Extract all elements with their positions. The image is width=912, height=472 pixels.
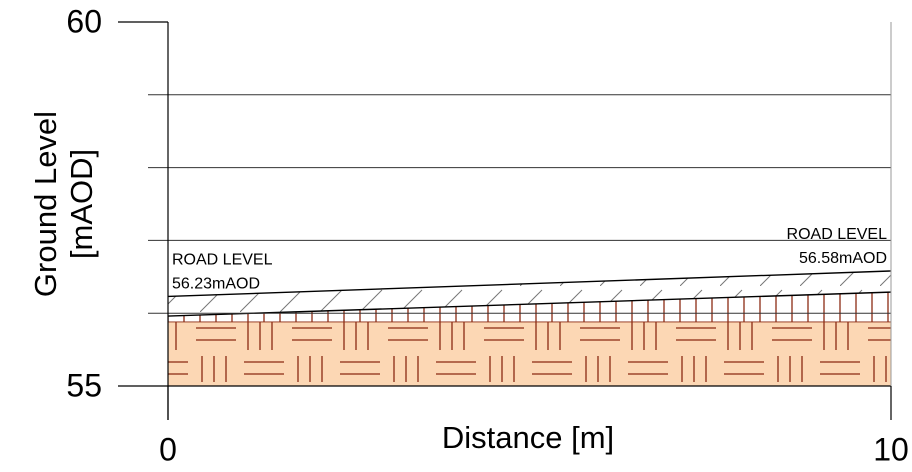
x-tick-label: 10 [873,431,909,467]
layer-fill [168,292,891,322]
layer-line [167,270,892,298]
y-tick-label: 55 [66,367,102,403]
value-label: 56.23mAOD [172,276,260,293]
annotation: ROAD LEVEL [787,226,888,243]
layer-fill [168,321,891,386]
y-tick-label: 60 [66,3,102,39]
layer-line [167,291,892,317]
annotation: ROAD LEVEL [172,252,273,269]
value-label: 56.58mAOD [799,250,887,267]
y-axis-label: Ground Level [28,111,63,297]
y-axis-label: [mAOD] [64,149,99,259]
layer-fill [168,270,891,317]
x-axis-label: Distance [m] [442,420,614,455]
x-tick-label: 0 [159,431,177,467]
